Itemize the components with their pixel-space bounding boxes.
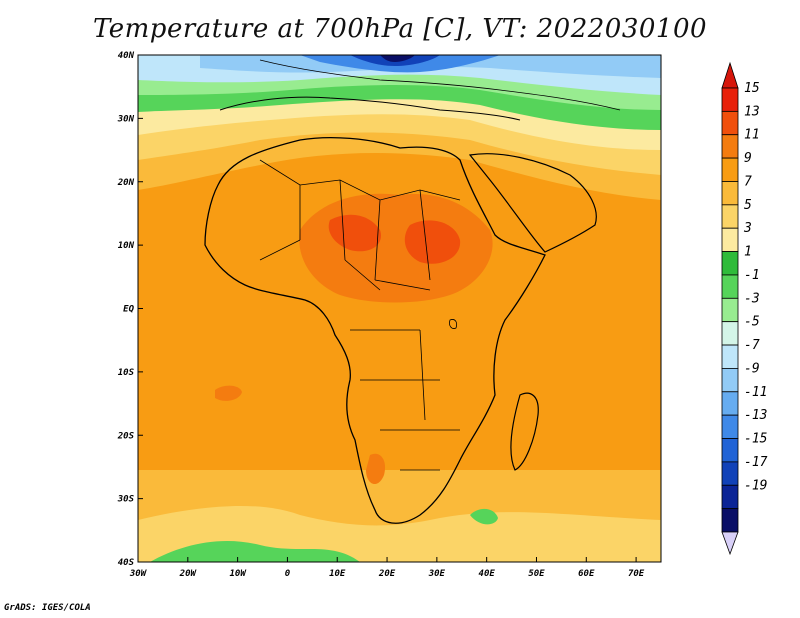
colorbar-top-triangle <box>721 61 739 89</box>
lat-label: 20N <box>117 178 135 188</box>
colorbar-label: 5 <box>744 198 752 213</box>
colorbar-label: 1 <box>744 245 752 260</box>
colorbar-swatch <box>721 134 739 159</box>
longitude-ticks <box>137 557 637 562</box>
colorbar-swatch <box>721 227 739 252</box>
lat-label: 30N <box>117 114 135 124</box>
colorbar-label: -1 <box>744 268 760 283</box>
temperature-field <box>138 55 661 562</box>
africa-coastline <box>204 137 546 524</box>
colorbar-label: -5 <box>744 315 760 330</box>
colorbar-swatch <box>721 344 739 369</box>
lon-label: 10W <box>229 569 247 579</box>
lake-victoria <box>449 319 458 329</box>
colorbar-bottom-triangle <box>721 531 739 556</box>
lon-label: 60E <box>578 569 595 579</box>
colorbar-swatch <box>721 368 739 393</box>
colorbar-swatch <box>721 484 739 510</box>
field-hot-spot-1 <box>328 214 381 252</box>
chart-title: Temperature at 700hPa [C], VT: 202203010… <box>92 14 708 44</box>
colorbar-label: -15 <box>744 432 768 447</box>
field-south-green <box>150 541 360 562</box>
field-hot-spot-2 <box>404 220 461 264</box>
colorbar-label: 7 <box>744 174 752 189</box>
lon-label: 50E <box>528 569 545 579</box>
madagascar-coastline <box>510 392 539 471</box>
longitude-labels: 30W 20W 10W 0 10E 20E 30E 40E 50E 60E 70E <box>129 569 645 579</box>
arabia-coastline <box>468 153 597 253</box>
colorbar-swatch <box>721 157 739 182</box>
colorbar-label: 9 <box>744 151 752 166</box>
lon-label: 20W <box>179 569 198 579</box>
colorbar-swatch <box>721 321 739 346</box>
field-south-green-2 <box>470 508 498 525</box>
colorbar-swatch <box>721 391 739 416</box>
lon-label: 40E <box>479 569 496 579</box>
colorbar-swatch <box>721 204 739 229</box>
grads-credit: GrADS: IGES/COLA <box>4 603 91 613</box>
field-hot-core <box>299 193 493 303</box>
colorbar-swatch <box>721 438 739 463</box>
lat-label: EQ <box>123 305 134 315</box>
lon-label: 0 <box>285 569 291 579</box>
lat-label: 10N <box>118 241 135 251</box>
lon-label: 30W <box>129 569 148 579</box>
lat-label: 30S <box>117 495 135 505</box>
lat-label: 20S <box>117 431 135 441</box>
lat-label: 40N <box>118 51 135 61</box>
colorbar-label: -9 <box>744 361 760 376</box>
colorbar-swatch <box>721 110 739 136</box>
colorbar-swatch <box>721 251 739 276</box>
colorbar-label: -13 <box>744 408 767 423</box>
colorbar-swatch <box>721 414 739 439</box>
colorbar-swatch <box>721 297 739 323</box>
colorbar-label: -11 <box>744 385 767 400</box>
colorbar-swatch <box>721 508 739 533</box>
colorbar-label: 13 <box>744 104 760 119</box>
colorbar-label: 11 <box>744 128 760 143</box>
colorbar-swatch <box>721 181 739 206</box>
latitude-labels: 40N 30N 20N 10N EQ 10S 20S 30S 40S <box>117 51 135 568</box>
lon-label: 30E <box>428 569 446 579</box>
country-borders <box>259 159 461 471</box>
field-north-deepnavy <box>380 55 415 62</box>
lat-label: 10S <box>118 368 135 378</box>
lat-label: 40S <box>118 558 135 568</box>
colorbar-label: 15 <box>744 81 760 96</box>
colorbar-label: -19 <box>744 478 767 493</box>
colorbar-label: -17 <box>744 455 768 470</box>
lon-label: 20E <box>378 569 396 579</box>
colorbar-label: -3 <box>744 291 760 306</box>
colorbar-label: -7 <box>744 338 760 353</box>
mediterranean-coast <box>219 96 521 121</box>
latitude-ticks <box>138 54 143 563</box>
colorbar-swatch <box>721 274 739 299</box>
colorbar-swatch <box>721 461 739 486</box>
colorbar: 15 13 11 9 7 5 3 1 -1 -3 -5 -7 -9 -11 -13 -15 -17 -19 <box>721 61 768 556</box>
field-hot-spot-3 <box>215 385 242 401</box>
lon-label: 70E <box>628 569 645 579</box>
colorbar-label: 3 <box>743 221 752 236</box>
colorbar-swatch <box>721 87 739 112</box>
lon-label: 10E <box>329 569 346 579</box>
europe-borders <box>259 59 621 111</box>
field-hot-spot-4 <box>366 453 386 485</box>
